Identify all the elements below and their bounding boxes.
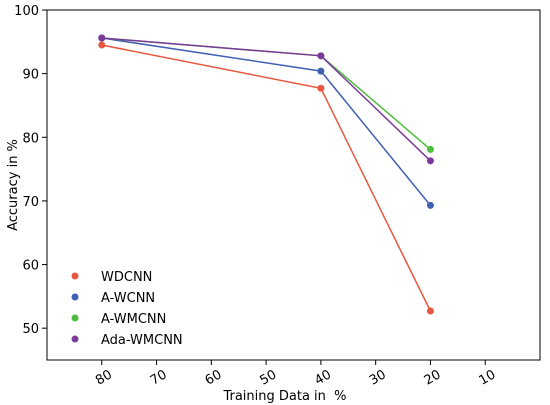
y-tick-label: 80 — [22, 131, 39, 146]
x-tick-label: 30 — [367, 367, 389, 388]
y-tick-label: 60 — [22, 259, 39, 274]
plot-frame — [46, 9, 541, 361]
data-point — [317, 52, 325, 60]
data-point — [426, 157, 434, 165]
y-tick-label: 100 — [14, 4, 39, 19]
data-point — [426, 145, 434, 153]
legend-label: A-WMCNN — [101, 312, 166, 327]
series-line — [101, 37, 431, 206]
series-layer — [98, 34, 434, 315]
legend: WDCNN A-WCNN A-WMCNN Ada-WMCNN — [71, 270, 183, 348]
y-tick-label: 70 — [22, 195, 39, 210]
legend-marker — [71, 314, 79, 322]
legend-marker — [71, 335, 79, 343]
data-point — [317, 84, 325, 92]
y-tick-label: 50 — [22, 322, 39, 337]
legend-marker — [71, 272, 79, 280]
y-tick-label: 90 — [22, 68, 39, 83]
legend-label: A-WCNN — [101, 291, 155, 306]
x-tick-label: 80 — [93, 367, 115, 388]
x-tick-label: 10 — [477, 367, 499, 388]
x-axis: 80 70 60 50 40 30 20 10 — [93, 360, 498, 389]
series-line — [101, 37, 431, 162]
x-tick-label: 60 — [203, 367, 225, 388]
data-point — [426, 307, 434, 315]
data-point — [317, 67, 325, 75]
data-point — [98, 34, 106, 42]
x-tick-label: 40 — [312, 367, 334, 388]
y-axis-label: Accuracy in % — [6, 139, 21, 231]
x-tick-label: 50 — [257, 367, 279, 388]
data-point — [98, 41, 106, 49]
legend-label: Ada-WMCNN — [101, 333, 183, 348]
x-axis-label: Training Data in % — [222, 389, 346, 404]
data-point — [426, 201, 434, 209]
x-tick-label: 70 — [148, 367, 170, 388]
legend-label: WDCNN — [101, 270, 152, 285]
x-tick-label: 20 — [422, 367, 444, 388]
y-axis: 50 60 70 80 90 100 — [14, 4, 47, 337]
legend-marker — [71, 293, 79, 301]
